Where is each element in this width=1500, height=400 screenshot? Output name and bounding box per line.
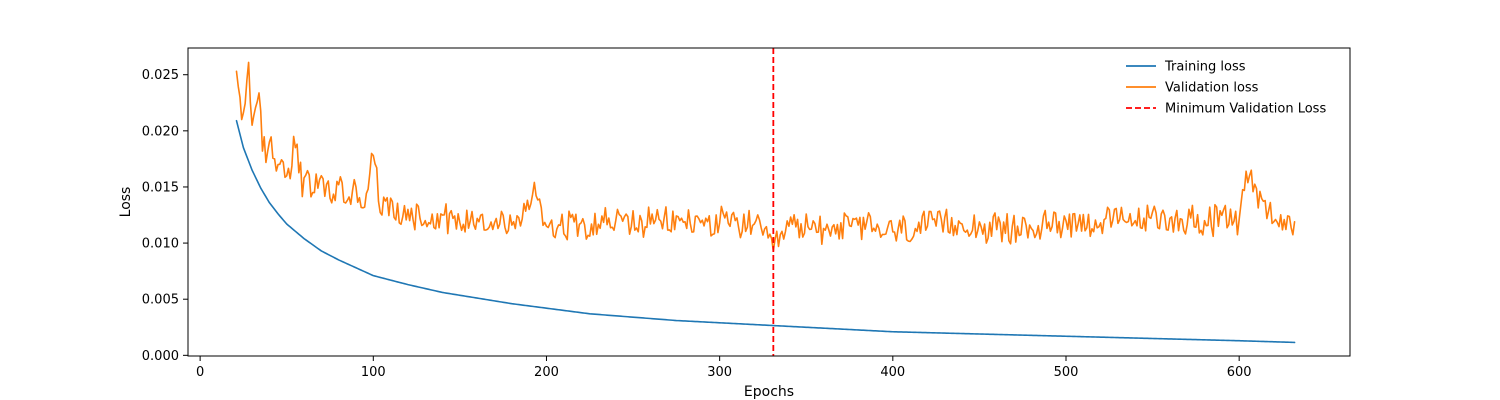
y-tick: 0.000 (142, 349, 188, 364)
x-tick: 400 (880, 356, 905, 380)
plot-area (187, 47, 1351, 357)
y-axis: 0.000 0.005 0.010 0.015 0.020 0.025 (142, 68, 188, 364)
y-tick: 0.020 (142, 124, 188, 139)
x-axis-label: Epochs (744, 384, 794, 400)
series-line (235, 61, 1296, 252)
y-tick-label: 0.025 (142, 68, 179, 83)
x-tick-label: 200 (534, 365, 559, 380)
x-tick-label: 0 (196, 365, 204, 380)
y-tick-label: 0.005 (142, 293, 179, 308)
y-tick-label: 0.000 (142, 349, 179, 364)
x-tick: 100 (361, 356, 386, 380)
x-axis: 0 100 200 300 400 500 600 (196, 356, 1252, 380)
legend-entry: Training loss (1126, 60, 1246, 75)
legend: Training loss Validation loss Minimum Vali… (1126, 60, 1326, 117)
y-tick-label: 0.010 (142, 237, 179, 252)
y-tick-label: 0.020 (142, 124, 179, 139)
legend-label: Minimum Validation Loss (1165, 102, 1326, 117)
legend-label: Validation loss (1165, 81, 1259, 96)
y-tick: 0.010 (142, 237, 188, 252)
x-tick-label: 300 (707, 365, 732, 380)
legend-label: Training loss (1164, 60, 1246, 75)
legend-entry: Minimum Validation Loss (1126, 102, 1326, 117)
x-tick-label: 500 (1054, 365, 1079, 380)
x-tick: 500 (1054, 356, 1079, 380)
y-tick: 0.015 (142, 180, 188, 195)
x-tick: 0 (196, 356, 204, 380)
x-tick: 600 (1227, 356, 1252, 380)
x-tick: 200 (534, 356, 559, 380)
y-tick-label: 0.015 (142, 180, 179, 195)
y-axis-label: Loss (118, 187, 134, 218)
series-layer (235, 61, 1296, 344)
x-tick-label: 400 (880, 365, 905, 380)
plot-border (187, 47, 1351, 357)
legend-entry: Validation loss (1126, 81, 1259, 96)
y-tick: 0.005 (142, 293, 188, 308)
series-line (235, 119, 1296, 344)
x-tick-label: 100 (361, 365, 386, 380)
plot-frame (188, 48, 1350, 356)
x-tick-label: 600 (1227, 365, 1252, 380)
y-tick: 0.025 (142, 68, 188, 83)
x-tick: 300 (707, 356, 732, 380)
